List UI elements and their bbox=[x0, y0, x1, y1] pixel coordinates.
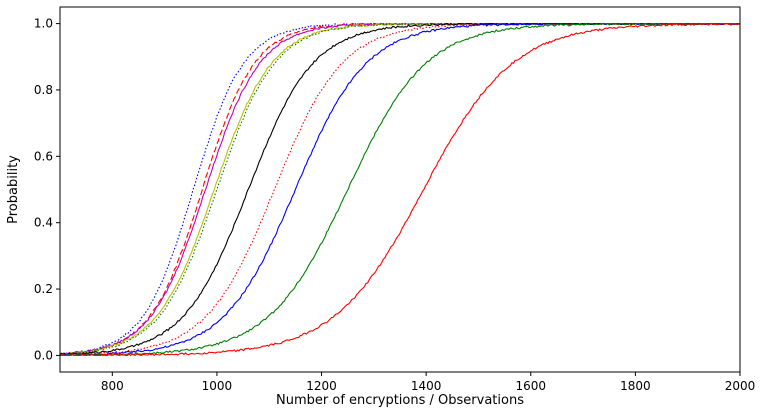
series-line bbox=[60, 22, 740, 357]
x-tick-label: 1200 bbox=[306, 379, 337, 393]
plot-frame bbox=[59, 6, 741, 373]
y-axis-label: Probability bbox=[6, 155, 21, 224]
x-axis-label: Number of encryptions / Observations bbox=[276, 393, 524, 408]
x-tick-label: 1600 bbox=[515, 379, 546, 393]
y-tick-label: 0.0 bbox=[34, 348, 53, 362]
y-tick-label: 0.6 bbox=[34, 149, 53, 163]
x-tick-label: 1000 bbox=[202, 379, 233, 393]
x-tick-label: 2000 bbox=[725, 379, 756, 393]
y-tick-label: 0.8 bbox=[34, 83, 53, 97]
x-tick-label: 1800 bbox=[620, 379, 651, 393]
plot-background bbox=[60, 7, 740, 372]
series-layer bbox=[60, 22, 740, 357]
x-tick-label: 1400 bbox=[411, 379, 442, 393]
series-line bbox=[60, 22, 740, 357]
x-tick-label: 800 bbox=[101, 379, 124, 393]
y-tick-label: 1.0 bbox=[34, 17, 53, 31]
x-axis: 800 1000 1200 1400 1600 1800 2000 bbox=[101, 372, 755, 393]
series-line bbox=[60, 22, 740, 355]
y-tick-label: 0.4 bbox=[34, 216, 53, 230]
series-line bbox=[60, 22, 740, 357]
y-axis: 0.0 0.2 0.4 0.6 0.8 1.0 bbox=[34, 17, 60, 362]
y-tick-label: 0.2 bbox=[34, 282, 53, 296]
